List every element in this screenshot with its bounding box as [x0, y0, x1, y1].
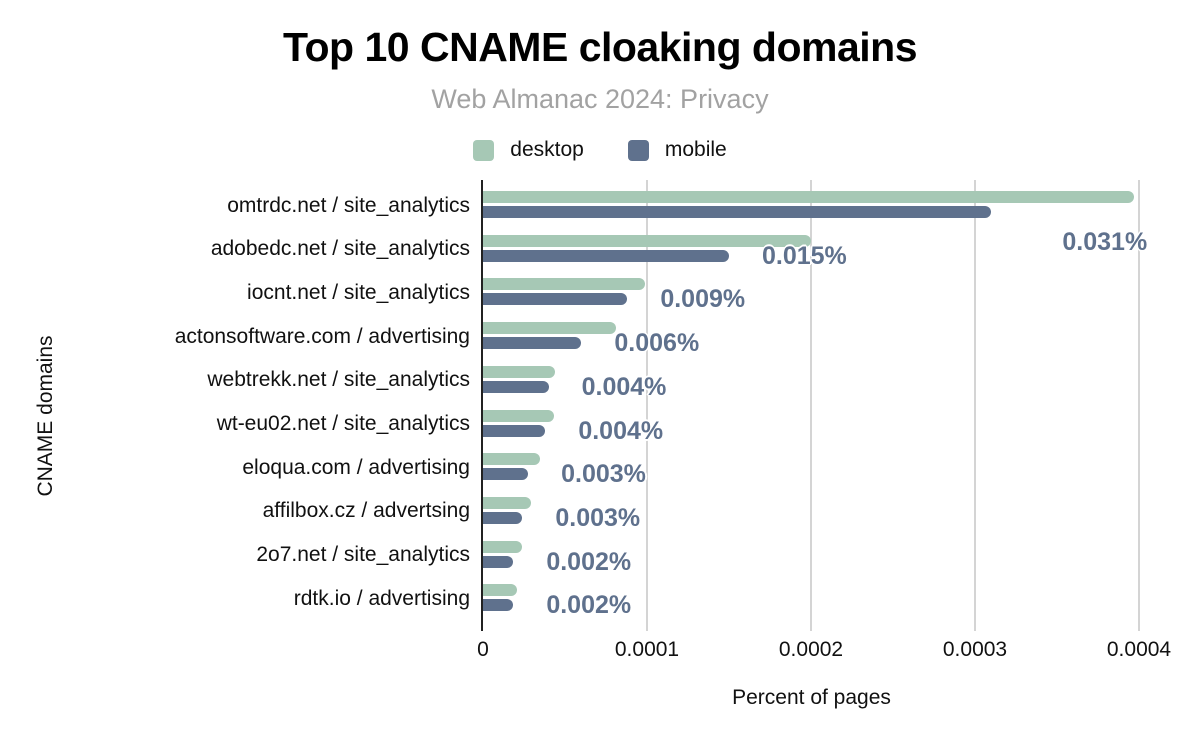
category-label: rdtk.io / advertising: [293, 586, 470, 610]
category-label: 2o7.net / site_analytics: [256, 543, 470, 567]
category-label: adobedc.net / site_analytics: [210, 237, 470, 261]
desktop-bar: [483, 234, 811, 247]
category-label: webtrekk.net / site_analytics: [207, 368, 470, 392]
desktop-bar: [483, 409, 554, 422]
mobile-bar: [483, 468, 529, 481]
desktop-legend-swatch-icon: [473, 139, 495, 161]
y-axis-title: CNAME domains: [34, 335, 57, 497]
chart-subtitle: Web Almanac 2024: Privacy: [431, 84, 769, 114]
legend-label-desktop: desktop: [510, 138, 584, 161]
mobile-bar: [483, 511, 523, 524]
desktop-bar: [483, 496, 531, 509]
desktop-bar: [483, 365, 556, 378]
desktop-bar: [483, 540, 523, 553]
mobile-bar: [483, 380, 549, 393]
data-label: 0.003%: [561, 460, 646, 489]
data-label: 0.009%: [660, 285, 746, 314]
data-label: 0.004%: [578, 416, 664, 445]
gridline: [646, 180, 648, 631]
mobile-bar: [483, 599, 514, 612]
legend-label-mobile: mobile: [664, 138, 727, 161]
data-label: 0.002%: [546, 591, 632, 620]
gridline: [974, 180, 976, 631]
desktop-bar: [483, 191, 1135, 203]
mobile-bar: [483, 293, 628, 306]
x-axis-tick-label: 0.0004: [1106, 638, 1172, 661]
x-axis-tick-label: 0: [477, 638, 489, 661]
mobile-legend-swatch-icon: [627, 139, 649, 161]
y-axis-line: [480, 180, 483, 631]
data-label: 0.031%: [1062, 228, 1148, 256]
category-label: eloqua.com / advertising: [242, 455, 470, 479]
mobile-bar: [483, 555, 514, 568]
legend-item-mobile: mobile: [627, 138, 727, 162]
gridline: [810, 180, 812, 631]
x-axis-tick-label: 0.0001: [614, 638, 680, 661]
x-axis-tick-label: 0.0002: [778, 638, 844, 661]
x-axis-tick-label: 0.0003: [942, 638, 1008, 661]
category-label: affilbox.cz / advertsing: [262, 499, 470, 523]
chart-title: Top 10 CNAME cloaking domains: [283, 24, 918, 70]
category-label: omtrdc.net / site_analytics: [227, 193, 470, 217]
data-label: 0.003%: [555, 503, 641, 532]
mobile-bar: [483, 337, 582, 350]
mobile-bar: [483, 206, 992, 218]
data-label: 0.015%: [762, 241, 847, 270]
data-label: 0.006%: [614, 329, 700, 358]
category-label: wt-eu02.net / site_analytics: [216, 412, 470, 435]
data-label: 0.002%: [546, 547, 632, 576]
category-label: actonsoftware.com / advertising: [174, 324, 470, 348]
data-label: 0.004%: [581, 372, 667, 401]
desktop-bar: [483, 584, 518, 597]
mobile-bar: [483, 249, 729, 262]
desktop-bar: [483, 278, 646, 291]
mobile-bar: [483, 424, 546, 437]
x-axis-title: Percent of pages: [732, 686, 891, 709]
desktop-bar: [483, 453, 541, 466]
legend: desktop mobile: [0, 138, 1200, 162]
gridline: [1138, 180, 1140, 631]
desktop-bar: [483, 322, 616, 335]
legend-item-desktop: desktop: [473, 138, 584, 162]
category-label: iocnt.net / site_analytics: [247, 280, 470, 304]
